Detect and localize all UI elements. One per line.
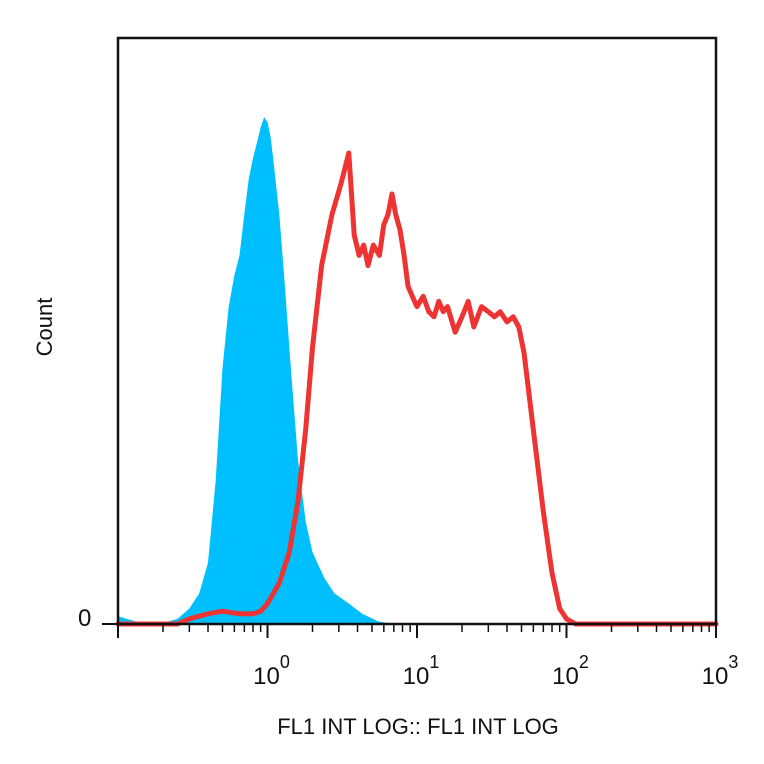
- plot-frame: [116, 36, 718, 626]
- x-tick-label-0: 100: [253, 652, 290, 690]
- x-axis-ticks: [117, 624, 717, 638]
- y-tick-label-0: 0: [78, 605, 91, 632]
- x-axis-title: FL1 INT LOG:: FL1 INT LOG: [277, 714, 559, 739]
- x-tick-label-1: 101: [403, 652, 440, 690]
- series-filled-histogram: [118, 117, 417, 624]
- x-axis-tick-labels: 100 101 102 103: [253, 652, 738, 690]
- plot-layer: [115, 117, 719, 627]
- series-outline-histogram: [115, 150, 719, 627]
- x-tick-label-2: 102: [552, 652, 589, 690]
- x-tick-label-3: 103: [702, 652, 739, 690]
- y-axis-title: Count: [32, 298, 57, 357]
